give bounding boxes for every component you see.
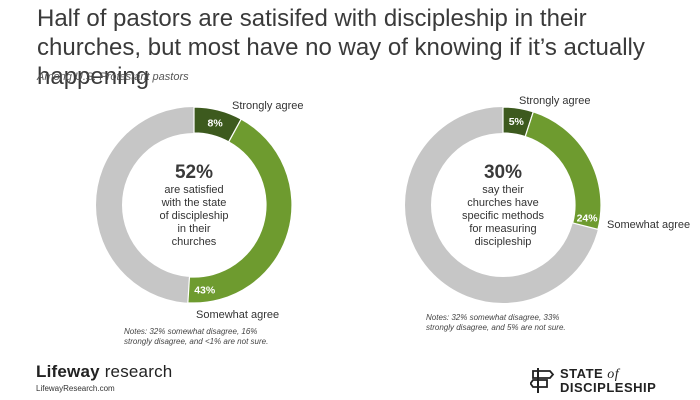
state-of-discipleship-logo: STATE of DISCIPLESHIP xyxy=(530,366,690,396)
chart-subtitle: Among U.S. Protestant pastors xyxy=(37,71,189,83)
lifeway-research-logo: Lifeway research xyxy=(36,362,172,382)
slice-somewhat-agree xyxy=(187,118,293,304)
brand-bold: Lifeway xyxy=(36,362,100,381)
donut-chart-satisfaction: 8% Strongly agree 43% Somewhat agree 52%are … xyxy=(96,100,304,321)
center-value: 30% xyxy=(484,162,522,183)
label-strongly-agree: Strongly agree xyxy=(519,95,591,107)
chart-title: Half of pastors are satisifed with disci… xyxy=(37,5,645,90)
value-label: 5% xyxy=(509,116,525,128)
center-text-line: are satisfied xyxy=(164,184,223,196)
sod-state: STATE xyxy=(560,366,608,381)
center-value: 52% xyxy=(175,162,213,183)
brand-rest: research xyxy=(99,362,173,381)
sod-line1: STATE of xyxy=(560,366,619,383)
donut-chart-measuring-methods: 5% Strongly agree 24% Somewhat agree 30%say … xyxy=(405,95,690,303)
slice-somewhat-agree xyxy=(524,111,602,231)
chart-note-right: Notes: 32% somewhat disagree, 33% strong… xyxy=(426,313,566,332)
center-text-line: in their xyxy=(177,223,210,235)
value-label: 43% xyxy=(194,284,216,296)
sod-of: of xyxy=(607,367,620,382)
sod-line2: DISCIPLESHIP xyxy=(560,380,657,395)
center-text-line: discipleship xyxy=(475,236,532,248)
center-text-line: specific methods xyxy=(462,210,544,222)
chart-note-left: Notes: 32% somewhat disagree, 16% strong… xyxy=(124,327,269,346)
center-text-line: of discipleship xyxy=(159,210,228,222)
center-text-line: say their xyxy=(482,184,524,196)
value-label: 24% xyxy=(577,212,599,224)
center-text-line: for measuring xyxy=(469,223,536,235)
signpost-icon xyxy=(530,368,555,393)
center-text-line: churches have xyxy=(467,197,539,209)
center-text-line: churches xyxy=(172,236,217,248)
center-text-line: with the state xyxy=(161,197,227,209)
label-strongly-agree: Strongly agree xyxy=(232,100,304,112)
value-label: 8% xyxy=(208,118,224,130)
brand-url: LifewayResearch.com xyxy=(36,384,115,393)
label-somewhat-agree: Somewhat agree xyxy=(196,309,279,321)
label-somewhat-agree: Somewhat agree xyxy=(607,219,690,231)
